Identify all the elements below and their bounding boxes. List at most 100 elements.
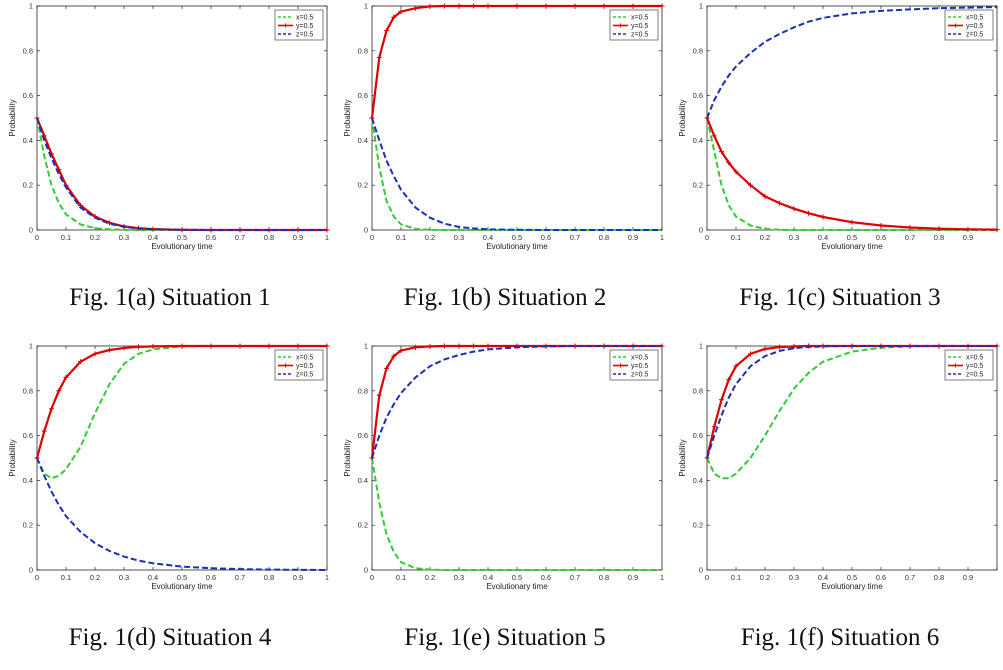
data-point-marker [78, 359, 83, 365]
data-point-marker [384, 28, 389, 34]
data-point-marker [121, 345, 127, 351]
x-tick-label: 0.3 [789, 233, 799, 242]
x-tick-label: 0.3 [454, 233, 464, 242]
data-point-marker [514, 3, 520, 9]
x-tick-label: 0.8 [934, 233, 944, 242]
data-point-marker [630, 3, 636, 9]
y-tick-label: 0 [699, 566, 703, 575]
x-tick-label: 0.3 [789, 573, 799, 582]
x-tick-label: 0.3 [119, 233, 129, 242]
y-tick-label: 0.6 [23, 91, 33, 100]
plot-area [706, 345, 998, 571]
line-chart: 0 0.1 0.2 0.3 0.4 0.5 0.6 0.7 0.8 0.9 1 0 0.2 0.4 0.6 0… [343, 342, 665, 591]
x-tick-label: 0.5 [847, 233, 857, 242]
x-tick-label: 0.4 [148, 233, 158, 242]
figure-caption: Fig. 1(b) Situation 2 [403, 284, 607, 311]
x-tick-label: 0.4 [148, 573, 158, 582]
legend-entry: z=0.5 [966, 371, 983, 378]
y-tick-label: 1 [699, 2, 703, 11]
plot-area [36, 5, 328, 231]
chart-panel: 0 0.1 0.2 0.3 0.4 0.5 0.6 0.7 0.8 0.9 1 0 0.2 0.4 0.6 0… [340, 340, 670, 670]
legend-entry: x=0.5 [966, 14, 983, 21]
x-tick-label: 0.6 [876, 573, 886, 582]
legend-marker [953, 363, 958, 368]
legend-entry: y=0.5 [296, 23, 313, 30]
x-tick-label: 1 [660, 233, 664, 242]
data-point-marker [391, 14, 397, 20]
legend-entry: y=0.5 [966, 363, 983, 370]
x-tick-label: 0.9 [963, 233, 973, 242]
data-point-marker [907, 225, 913, 231]
y-tick-label: 1 [29, 342, 33, 351]
y-tick-label: 0.8 [693, 46, 703, 55]
line-chart: 0 0.1 0.2 0.3 0.4 0.5 0.6 0.7 0.8 0.9 1 0 0.2 0.4 0.6 0… [8, 342, 330, 591]
y-tick-label: 0.8 [358, 386, 368, 395]
data-point-marker [92, 351, 98, 357]
x-tick-label: 0.7 [905, 573, 915, 582]
data-point-marker [41, 428, 47, 434]
legend-marker [283, 363, 288, 368]
y-tick-label: 0.4 [358, 476, 368, 485]
data-point-marker [442, 3, 447, 9]
y-tick-label: 0 [29, 226, 33, 235]
x-tick-label: 0.6 [206, 573, 216, 582]
data-point-marker [659, 3, 665, 9]
y-axis-label: Probability [678, 439, 687, 476]
data-point-marker [413, 344, 418, 350]
x-tick-label: 0.8 [599, 233, 609, 242]
legend-entry: z=0.5 [631, 31, 648, 38]
y-tick-label: 0.8 [358, 46, 368, 55]
legend-entry: x=0.5 [631, 14, 648, 21]
legend-marker [618, 363, 623, 368]
x-tick-label: 0.8 [264, 573, 274, 582]
legend-entry: y=0.5 [966, 23, 983, 30]
x-tick-label: 0.4 [818, 233, 828, 242]
data-point-marker [777, 344, 782, 350]
x-tick-label: 0.6 [541, 573, 551, 582]
x-tick-label: 0.4 [818, 573, 828, 582]
y-tick-label: 0.2 [358, 521, 368, 530]
data-point-marker [748, 182, 753, 188]
series-line [36, 457, 328, 571]
x-tick-label: 0.9 [293, 233, 303, 242]
data-point-marker [791, 206, 797, 212]
x-tick-label: 1 [660, 573, 664, 582]
data-point-marker [398, 347, 404, 353]
x-tick-label: 0.5 [177, 233, 187, 242]
legend-entry: z=0.5 [631, 371, 648, 378]
data-point-marker [49, 406, 54, 412]
data-point-marker [806, 210, 811, 216]
data-point-marker [376, 392, 382, 398]
x-tick-label: 0.4 [483, 573, 493, 582]
x-tick-label: 0.7 [570, 233, 580, 242]
data-point-marker [820, 214, 826, 220]
data-point-marker [777, 200, 782, 206]
x-tick-label: 0.2 [425, 233, 435, 242]
x-tick-label: 0.7 [905, 233, 915, 242]
data-point-marker [324, 343, 330, 349]
x-tick-label: 0 [705, 233, 709, 242]
data-point-marker [748, 351, 753, 357]
x-tick-label: 0.1 [61, 573, 71, 582]
y-tick-label: 0.2 [693, 181, 703, 190]
data-point-marker [427, 343, 433, 349]
x-tick-label: 1 [325, 233, 329, 242]
x-tick-label: 0.9 [628, 573, 638, 582]
data-point-marker [733, 363, 739, 369]
data-point-marker [711, 424, 717, 430]
y-tick-label: 1 [364, 342, 368, 351]
data-point-marker [391, 353, 397, 359]
series-line [371, 117, 662, 231]
x-tick-label: 0.1 [396, 573, 406, 582]
x-axis-label: Evolutionary time [151, 582, 213, 591]
data-point-marker [63, 374, 69, 380]
data-point-marker [56, 388, 62, 394]
y-tick-label: 1 [29, 2, 33, 11]
legend-entry: x=0.5 [631, 354, 648, 361]
y-tick-label: 0.2 [23, 521, 33, 530]
y-tick-label: 0.2 [693, 521, 703, 530]
x-tick-label: 0.3 [454, 573, 464, 582]
data-point-marker [485, 3, 491, 9]
data-point-marker [726, 160, 732, 166]
data-point-marker [179, 343, 185, 349]
